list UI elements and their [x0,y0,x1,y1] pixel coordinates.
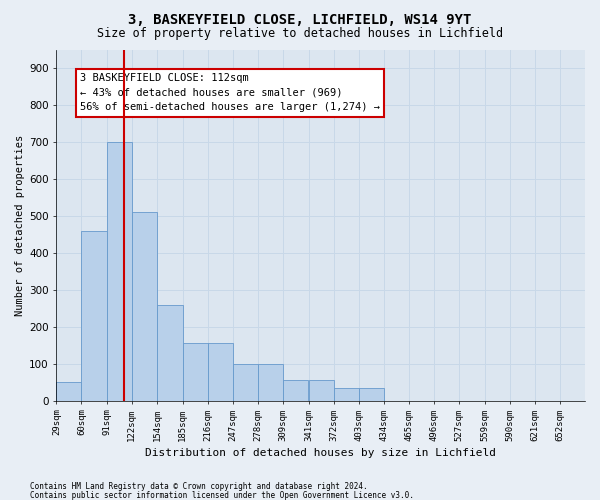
Y-axis label: Number of detached properties: Number of detached properties [15,134,25,316]
Bar [56,382,82,400]
Bar [182,344,208,400]
Bar [257,364,283,401]
Bar [107,142,131,400]
Bar [131,212,157,400]
Bar [334,388,359,400]
Text: 3 BASKEYFIELD CLOSE: 112sqm
← 43% of detached houses are smaller (969)
56% of se: 3 BASKEYFIELD CLOSE: 112sqm ← 43% of det… [80,73,380,112]
Bar [308,380,334,400]
Text: Contains public sector information licensed under the Open Government Licence v3: Contains public sector information licen… [30,490,414,500]
Bar [233,364,257,401]
X-axis label: Distribution of detached houses by size in Lichfield: Distribution of detached houses by size … [145,448,496,458]
Bar [359,388,384,400]
Bar [208,344,233,400]
Text: Size of property relative to detached houses in Lichfield: Size of property relative to detached ho… [97,28,503,40]
Text: 3, BASKEYFIELD CLOSE, LICHFIELD, WS14 9YT: 3, BASKEYFIELD CLOSE, LICHFIELD, WS14 9Y… [128,12,472,26]
Bar [82,231,107,400]
Bar [157,304,182,400]
Text: Contains HM Land Registry data © Crown copyright and database right 2024.: Contains HM Land Registry data © Crown c… [30,482,368,491]
Bar [283,380,308,400]
